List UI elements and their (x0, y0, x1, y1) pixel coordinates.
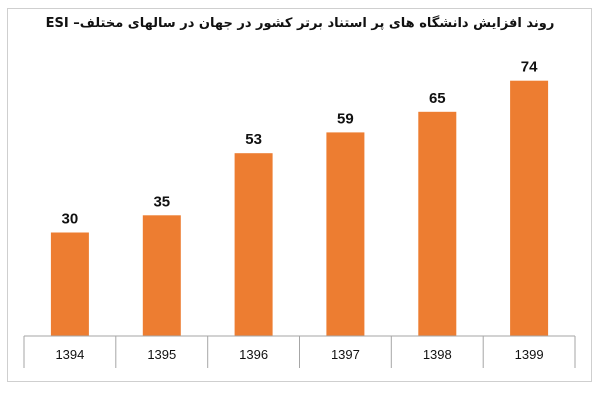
data-label-1394: 30 (62, 211, 79, 228)
data-label-1397: 59 (337, 110, 354, 127)
x-tick-label-1396: 1396 (239, 347, 268, 362)
bar-1397 (326, 132, 365, 336)
x-axis: 1394 1395 1396 1397 1398 1399 (23, 335, 576, 368)
bar-1399 (510, 80, 549, 336)
bars-layer (50, 80, 549, 337)
data-label-1398: 65 (429, 90, 446, 107)
x-tick-label-1395: 1395 (147, 347, 176, 362)
bar-1396 (234, 153, 273, 336)
x-tick-label-1398: 1398 (423, 347, 452, 362)
data-labels-layer: 30 35 53 59 65 74 (62, 59, 539, 228)
chart-title: روند افزایش دانشگاه های پر استناد برتر ک… (45, 16, 555, 31)
chart-frame (7, 8, 592, 382)
x-tick-label-1399: 1399 (515, 347, 544, 362)
data-label-1395: 35 (153, 193, 170, 210)
x-tick-label-1397: 1397 (331, 347, 360, 362)
bar-1398 (418, 111, 457, 337)
data-label-1396: 53 (245, 131, 262, 148)
bar-1394 (50, 232, 89, 336)
data-label-1399: 74 (521, 59, 538, 76)
x-tick-label-1394: 1394 (55, 347, 84, 362)
bar-1395 (142, 215, 181, 337)
